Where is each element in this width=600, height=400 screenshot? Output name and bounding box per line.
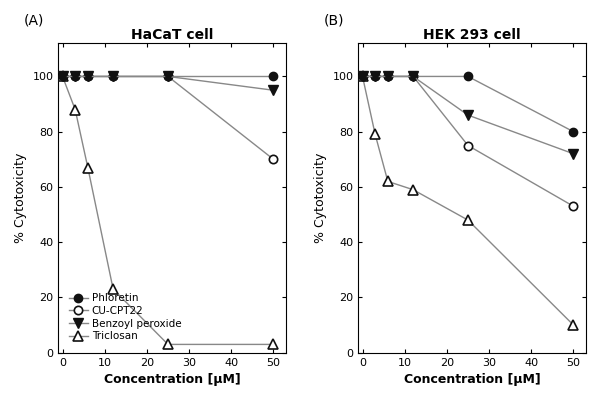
Legend: Phloretin, CU-CPT22, Benzoyl peroxide, Triclosan: Phloretin, CU-CPT22, Benzoyl peroxide, T… xyxy=(66,290,185,344)
Title: HEK 293 cell: HEK 293 cell xyxy=(424,28,521,42)
Text: (B): (B) xyxy=(324,14,344,28)
Title: HaCaT cell: HaCaT cell xyxy=(131,28,214,42)
Y-axis label: % Cytotoxicity: % Cytotoxicity xyxy=(314,153,327,243)
Text: (A): (A) xyxy=(24,14,44,28)
Y-axis label: % Cytotoxicity: % Cytotoxicity xyxy=(14,153,27,243)
X-axis label: Concentration [μM]: Concentration [μM] xyxy=(104,373,241,386)
X-axis label: Concentration [μM]: Concentration [μM] xyxy=(404,373,541,386)
